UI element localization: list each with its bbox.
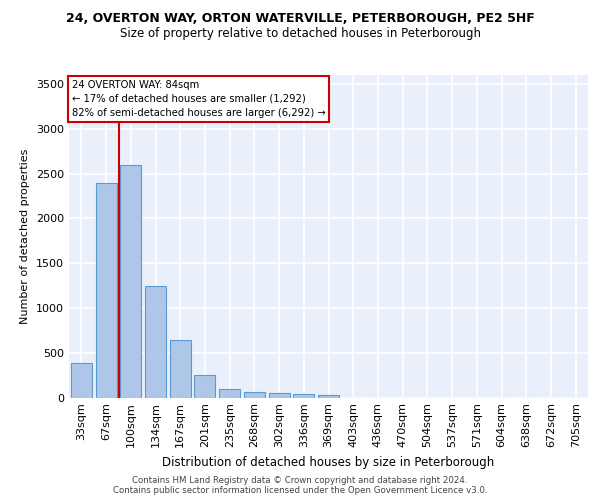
Text: Contains HM Land Registry data © Crown copyright and database right 2024.
Contai: Contains HM Land Registry data © Crown c… bbox=[113, 476, 487, 495]
Bar bbox=[244, 392, 265, 398]
Bar bbox=[145, 286, 166, 398]
Bar bbox=[170, 340, 191, 398]
Text: 24, OVERTON WAY, ORTON WATERVILLE, PETERBOROUGH, PE2 5HF: 24, OVERTON WAY, ORTON WATERVILLE, PETER… bbox=[65, 12, 535, 26]
Text: 24 OVERTON WAY: 84sqm
← 17% of detached houses are smaller (1,292)
82% of semi-d: 24 OVERTON WAY: 84sqm ← 17% of detached … bbox=[71, 80, 325, 118]
Bar bbox=[219, 390, 240, 398]
X-axis label: Distribution of detached houses by size in Peterborough: Distribution of detached houses by size … bbox=[163, 456, 494, 468]
Y-axis label: Number of detached properties: Number of detached properties bbox=[20, 148, 31, 324]
Bar bbox=[71, 362, 92, 398]
Bar bbox=[95, 182, 116, 398]
Bar bbox=[318, 395, 339, 398]
Bar bbox=[293, 394, 314, 398]
Text: Size of property relative to detached houses in Peterborough: Size of property relative to detached ho… bbox=[119, 28, 481, 40]
Bar bbox=[194, 374, 215, 398]
Bar bbox=[269, 392, 290, 398]
Bar bbox=[120, 164, 141, 398]
